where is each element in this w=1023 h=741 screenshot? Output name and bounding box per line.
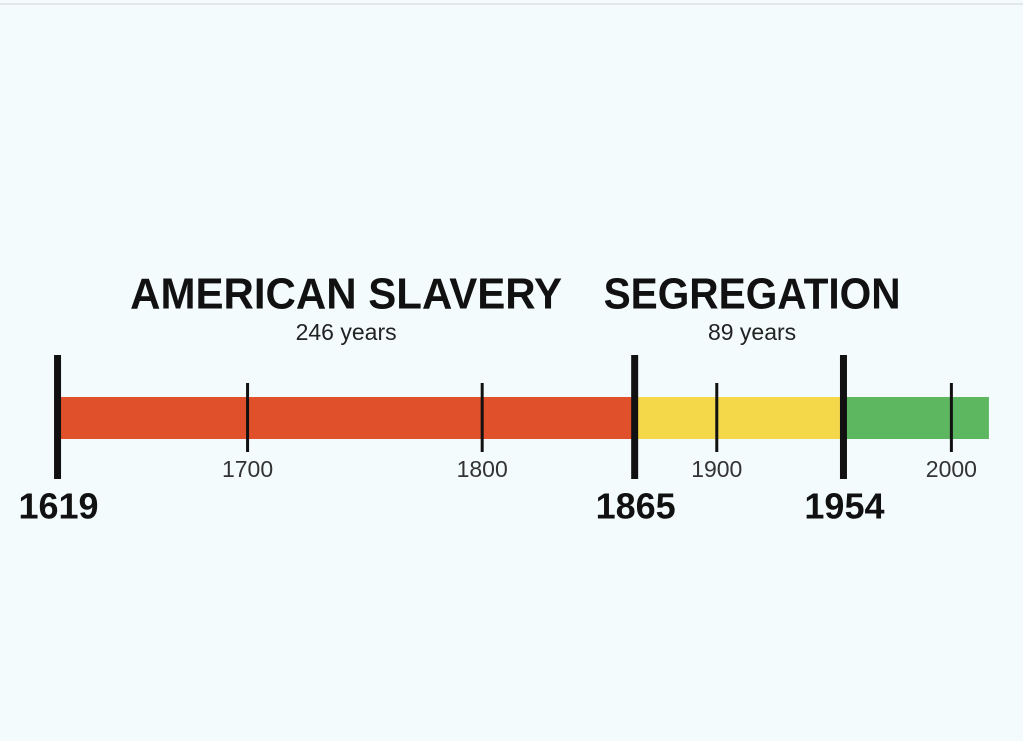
minor-tick-label: 1800: [457, 456, 508, 482]
segment-bar: [634, 397, 844, 439]
segment-bar: [57, 397, 635, 439]
minor-tick-label: 1900: [691, 456, 742, 482]
segment-title: SEGREGATION: [604, 270, 901, 319]
major-tick-label: 1954: [804, 486, 884, 527]
minor-tick-label: 2000: [926, 456, 977, 482]
segment-duration: 246 years: [296, 319, 397, 345]
major-tick-label: 1619: [18, 486, 98, 527]
major-tick-label: 1865: [596, 486, 676, 527]
segment-bar: [843, 397, 989, 439]
minor-tick-label: 1700: [222, 456, 273, 482]
segment-title: AMERICAN SLAVERY: [130, 270, 562, 319]
segment-duration: 89 years: [708, 319, 796, 345]
